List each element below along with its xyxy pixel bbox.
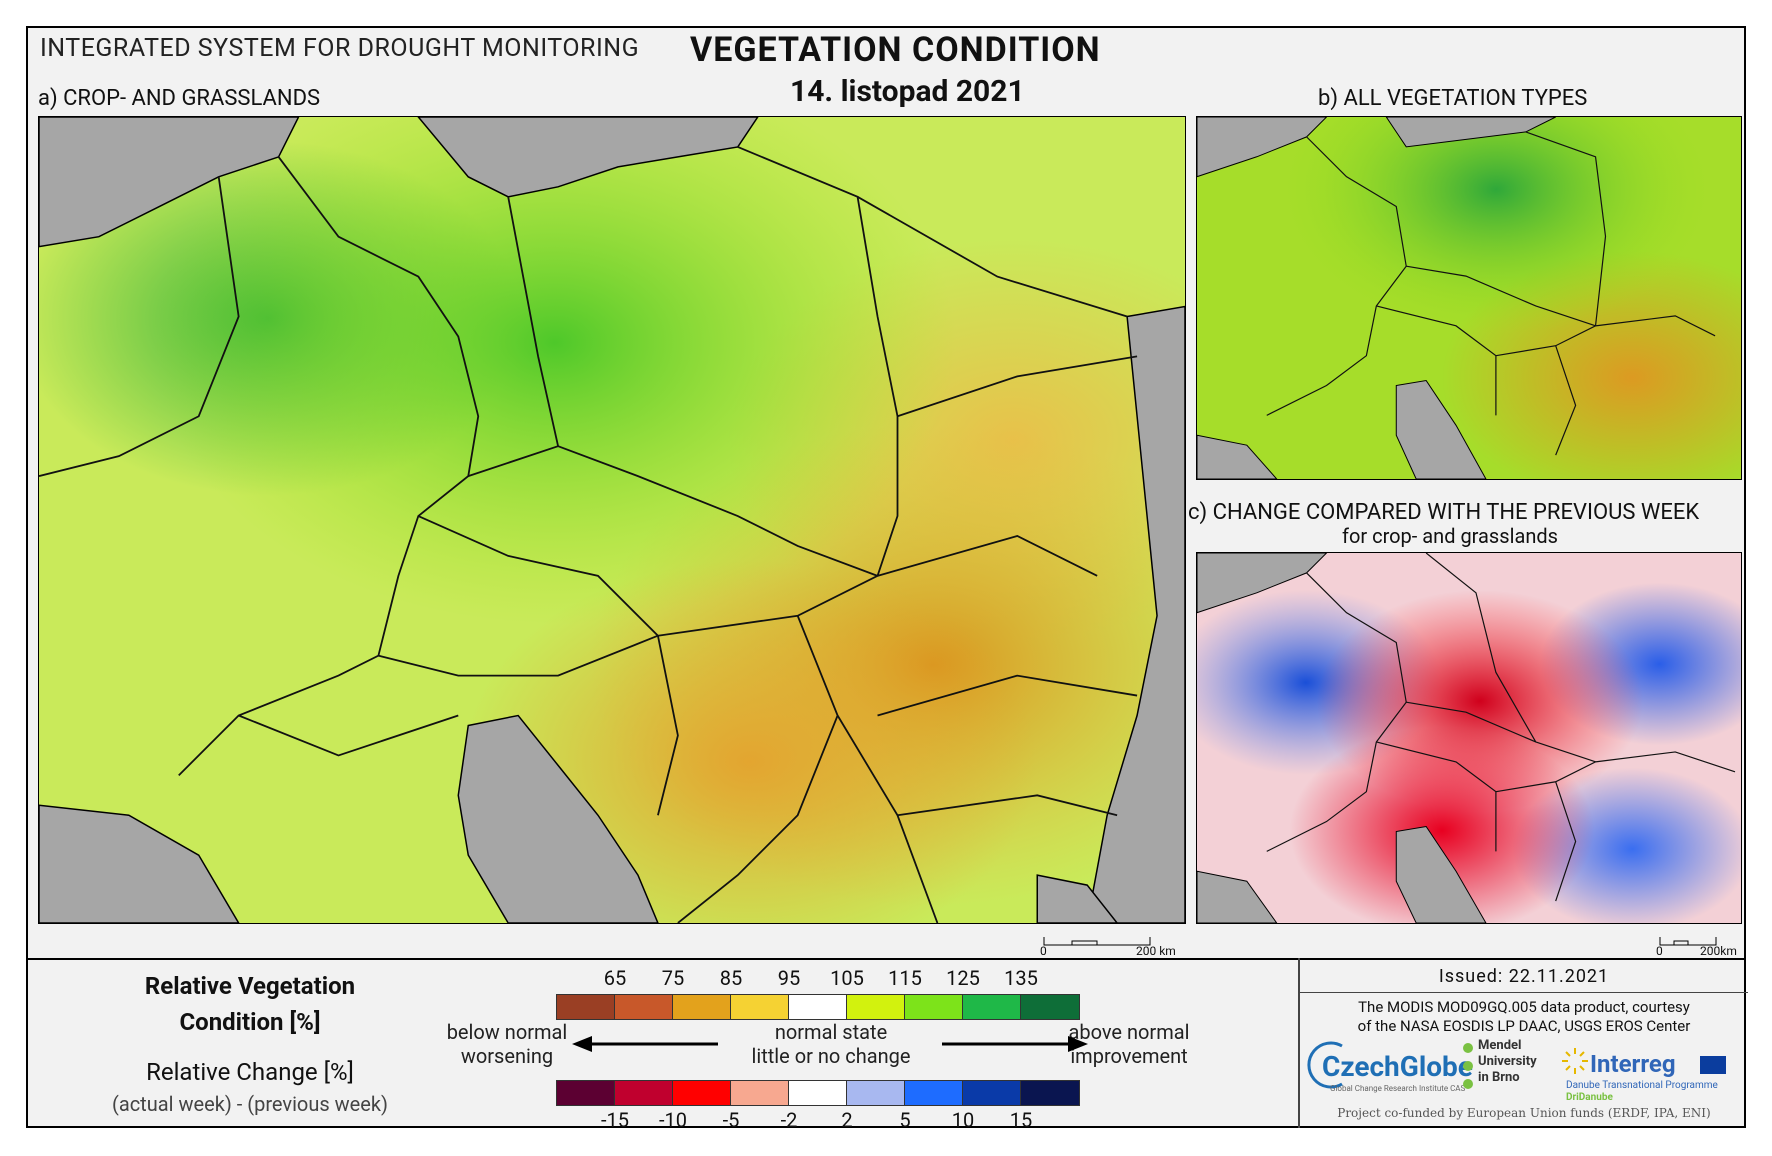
legend-title-2: Condition [%] xyxy=(179,1008,321,1036)
map-all-vegetation xyxy=(1196,116,1742,480)
condition-tick: 85 xyxy=(719,966,743,990)
no-change-label: little or no change xyxy=(751,1044,911,1068)
date-label: 14. listopad 2021 xyxy=(790,74,1025,109)
change-color-swatch xyxy=(615,1081,673,1105)
condition-color-swatch xyxy=(789,995,847,1019)
condition-colorbar xyxy=(556,994,1080,1020)
above-normal-text: above normal improvement xyxy=(1054,1020,1204,1068)
legend-panel xyxy=(26,958,1746,1130)
courtesy-line-1: The MODIS MOD09GQ.005 data product, cour… xyxy=(1358,998,1690,1016)
funding-text: Project co-funded by European Union fund… xyxy=(1337,1106,1711,1120)
courtesy-text: The MODIS MOD09GQ.005 data product, cour… xyxy=(1300,998,1748,1036)
change-tick: 10 xyxy=(951,1108,975,1132)
scale-a-zero: 0 xyxy=(1040,944,1047,958)
scale-bar-a xyxy=(1042,932,1152,946)
change-color-swatch xyxy=(963,1081,1021,1105)
footer-info-box: Issued: 22.11.2021 The MODIS MOD09GQ.005… xyxy=(1298,958,1748,1128)
above-normal-label: above normal xyxy=(1068,1020,1190,1044)
below-normal-text: below normal worsening xyxy=(432,1020,582,1068)
change-color-swatch xyxy=(557,1081,615,1105)
condition-tick: 95 xyxy=(777,966,801,990)
condition-color-swatch xyxy=(673,995,731,1019)
change-tick: -15 xyxy=(600,1108,630,1132)
change-tick: -2 xyxy=(780,1108,798,1132)
condition-color-swatch xyxy=(731,995,789,1019)
change-color-swatch xyxy=(847,1081,905,1105)
condition-tick: 75 xyxy=(661,966,685,990)
legend-change-title: Relative Change [%] xyxy=(146,1058,354,1086)
change-color-swatch xyxy=(673,1081,731,1105)
dridanube-label: DriDanube xyxy=(1566,1092,1613,1103)
condition-color-swatch xyxy=(905,995,963,1019)
scale-bar-c xyxy=(1658,932,1718,946)
worsening-label: worsening xyxy=(460,1044,554,1068)
scale-c-end: 200km xyxy=(1700,944,1737,958)
change-tick: -10 xyxy=(658,1108,688,1132)
eu-flag-icon xyxy=(1700,1056,1726,1074)
interreg-sun-icon xyxy=(1562,1048,1588,1074)
czechglobe-logo-icon xyxy=(1307,1041,1343,1089)
change-tick: 15 xyxy=(1009,1108,1033,1132)
condition-tick: 105 xyxy=(830,966,864,990)
panel-c-sublabel: for crop- and grasslands xyxy=(1342,524,1558,548)
change-color-swatch xyxy=(1021,1081,1079,1105)
mendel-line-2: University xyxy=(1478,1054,1537,1069)
scale-c-zero: 0 xyxy=(1656,944,1663,958)
mendel-logo: Mendel University in Brno xyxy=(1478,1038,1537,1086)
courtesy-line-2: of the NASA EOSDIS LP DAAC, USGS EROS Ce… xyxy=(1357,1017,1691,1035)
condition-tick: 135 xyxy=(1004,966,1038,990)
legend-title-1: Relative Vegetation xyxy=(144,972,356,1000)
mendel-dots-icon xyxy=(1463,1043,1473,1089)
left-arrow-icon xyxy=(572,1036,718,1052)
scale-a-end: 200 km xyxy=(1136,944,1176,958)
change-colorbar xyxy=(556,1080,1080,1106)
panel-b-label: b) ALL VEGETATION TYPES xyxy=(1318,86,1588,111)
normal-state-label: normal state xyxy=(774,1020,888,1044)
interreg-subtitle: Danube Transnational Programme xyxy=(1566,1080,1718,1091)
condition-tick: 65 xyxy=(603,966,627,990)
condition-tick: 115 xyxy=(888,966,922,990)
czechglobe-subtitle: Global Change Research Institute CAS xyxy=(1330,1084,1466,1093)
issued-date: Issued: 22.11.2021 xyxy=(1438,966,1610,987)
system-title: INTEGRATED SYSTEM FOR DROUGHT MONITORING xyxy=(40,34,640,63)
mendel-line-3: in Brno xyxy=(1478,1070,1520,1085)
right-arrow-icon xyxy=(942,1036,1088,1052)
improvement-label: improvement xyxy=(1070,1044,1188,1068)
interreg-logo: Interreg xyxy=(1590,1050,1676,1078)
panel-a-label: a) CROP- AND GRASSLANDS xyxy=(38,86,321,111)
map-crop-grasslands xyxy=(38,116,1186,924)
czechglobe-logo: CzechGlobe xyxy=(1322,1050,1473,1083)
footer-divider xyxy=(1300,992,1748,993)
change-tick: 2 xyxy=(841,1108,853,1132)
map-weekly-change xyxy=(1196,552,1742,924)
condition-color-swatch xyxy=(847,995,905,1019)
change-tick: -5 xyxy=(722,1108,740,1132)
change-tick: 5 xyxy=(899,1108,911,1132)
condition-color-swatch xyxy=(615,995,673,1019)
panel-c-label: c) CHANGE COMPARED WITH THE PREVIOUS WEE… xyxy=(1188,500,1700,525)
condition-tick: 125 xyxy=(946,966,980,990)
change-color-swatch xyxy=(789,1081,847,1105)
mendel-line-1: Mendel xyxy=(1478,1038,1522,1053)
below-normal-label: below normal xyxy=(446,1020,568,1044)
change-color-swatch xyxy=(905,1081,963,1105)
normal-state-text: normal state little or no change xyxy=(716,1020,946,1068)
legend-change-subtitle: (actual week) - (previous week) xyxy=(111,1092,388,1116)
condition-color-swatch xyxy=(963,995,1021,1019)
condition-color-swatch xyxy=(557,995,615,1019)
change-color-swatch xyxy=(731,1081,789,1105)
page-title: VEGETATION CONDITION xyxy=(690,30,1101,70)
condition-color-swatch xyxy=(1021,995,1079,1019)
